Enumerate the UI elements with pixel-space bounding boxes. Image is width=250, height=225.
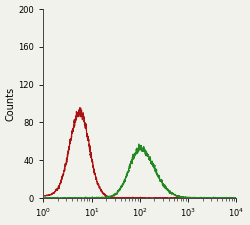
Y-axis label: Counts: Counts — [6, 86, 16, 121]
